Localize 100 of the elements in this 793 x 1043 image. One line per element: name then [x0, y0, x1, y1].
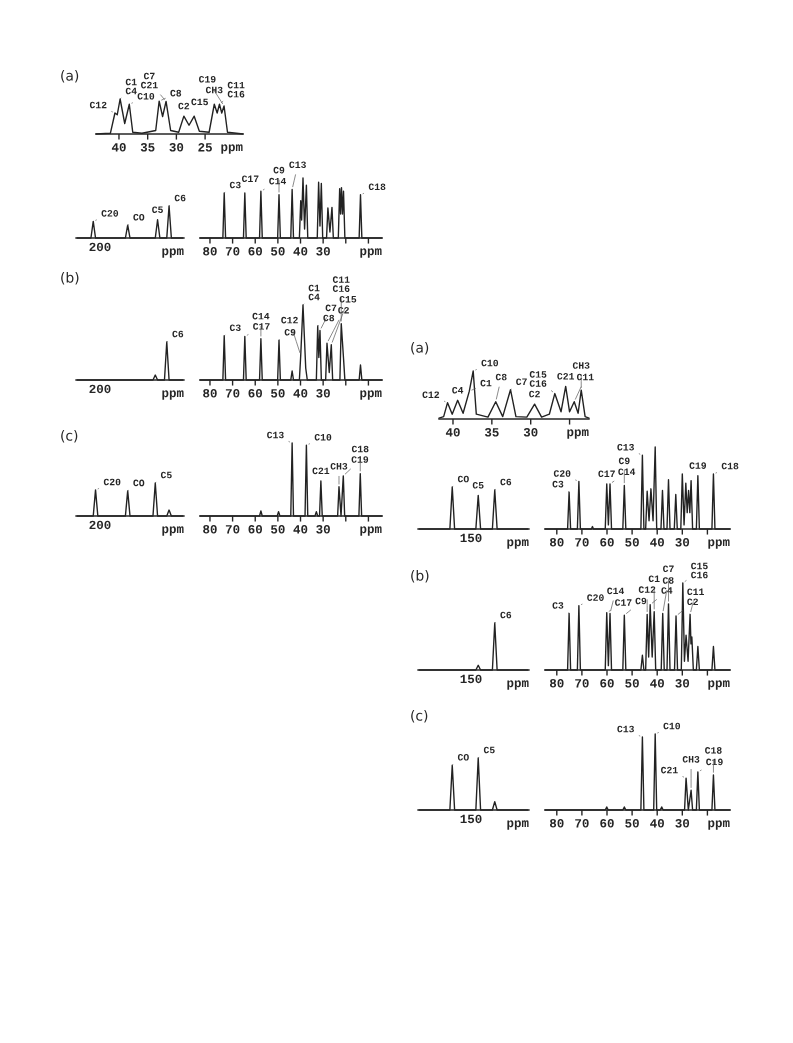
x-tick-label: 40: [293, 525, 308, 534]
x-axis-title: ppm: [507, 820, 529, 830]
x-tick-label: 60: [248, 247, 263, 256]
annotation: C10: [137, 92, 155, 100]
annotation: CH3: [330, 463, 348, 470]
x-tick-label: 30: [523, 428, 538, 437]
annotation: C3: [229, 181, 241, 189]
annotation: C12: [422, 391, 440, 398]
chart-title: (c): [411, 710, 428, 723]
x-tick-label: 80: [549, 679, 564, 688]
x-tick-label: 70: [575, 538, 589, 547]
text: CO: [457, 475, 469, 483]
x-tick-label: 70: [225, 389, 240, 398]
x-tick-label: 50: [271, 525, 285, 534]
text: 200: [89, 384, 111, 394]
x-tick-label: 60: [248, 389, 263, 398]
x-axis-title: ppm: [708, 680, 730, 690]
x-axis-title: ppm: [567, 429, 589, 439]
x-tick-label: 35: [484, 428, 499, 437]
annotation: C8: [170, 89, 182, 97]
annotation: C2: [529, 390, 540, 398]
x-tick-label: 60: [248, 525, 263, 534]
annotation: C14: [618, 468, 636, 476]
x-tick-label: 50: [625, 819, 639, 828]
x-tick-label: 80: [549, 819, 564, 828]
annotation: C1: [480, 379, 492, 387]
annotation: C14: [607, 587, 625, 595]
chart-title: (c): [61, 430, 78, 443]
annotation: C4: [661, 587, 673, 594]
annotation: C3: [552, 602, 564, 609]
annotation: C10: [663, 722, 681, 730]
annotation: C9: [618, 457, 630, 465]
text: 200: [89, 242, 111, 252]
annotation: C14: [252, 312, 270, 320]
annotation: C11 C16: [227, 81, 245, 98]
annotation: C4: [452, 386, 464, 394]
x-tick-label: 35: [140, 143, 155, 152]
annotation: C13: [267, 431, 284, 439]
annotation: C7 C21: [141, 72, 158, 89]
x-axis-title: ppm: [507, 680, 529, 690]
x-tick-label: 40: [445, 428, 460, 437]
annotation: CO: [457, 753, 469, 761]
annotation: CO: [133, 479, 145, 487]
annotation: C17: [598, 470, 615, 478]
annotation: C19: [199, 75, 216, 83]
annotation: C3: [229, 324, 241, 332]
annotation: C20: [587, 594, 604, 601]
chart-title: (a): [411, 342, 429, 355]
x-tick-label: 50: [271, 389, 285, 398]
annotation: C18: [368, 183, 386, 191]
x-tick-label: 80: [203, 389, 217, 398]
text: 150: [460, 814, 482, 824]
x-tick-label: 60: [600, 538, 614, 547]
annotation: C21: [661, 766, 678, 774]
annotation: C2: [687, 598, 698, 606]
annotation: C12: [89, 101, 107, 109]
x-tick-label: 30: [675, 819, 690, 828]
annotation: C1 C4: [125, 78, 137, 95]
annotation: C15 C16: [691, 562, 708, 579]
annotation: C20: [101, 210, 119, 217]
chart-title: (a): [61, 70, 79, 83]
annotation: C20: [103, 478, 121, 486]
x-tick-label: 60: [600, 679, 614, 688]
x-tick-label: 30: [316, 525, 330, 534]
annotation: C19: [351, 456, 369, 463]
x-axis-title: ppm: [162, 390, 184, 400]
annotation: C11: [576, 373, 594, 381]
x-tick-label: 70: [225, 525, 240, 534]
x-tick-label: 50: [271, 247, 285, 256]
annotation: C5: [472, 482, 484, 489]
annotation: C19: [706, 758, 723, 766]
annotation: C18: [351, 445, 369, 453]
x-tick-label: 80: [203, 247, 217, 256]
chart-title: (b): [61, 272, 79, 285]
x-axis-title: ppm: [360, 248, 382, 258]
annotation: C17: [253, 323, 270, 330]
x-tick-label: 40: [650, 679, 664, 688]
x-axis-title: ppm: [162, 526, 184, 536]
x-tick-label: 40: [650, 538, 664, 547]
x-tick-label: 30: [169, 143, 184, 152]
text: C5: [483, 746, 495, 754]
x-tick-label: 50: [625, 679, 639, 688]
annotation: CO: [133, 213, 145, 221]
annotation: CH3: [572, 362, 590, 369]
x-tick-label: 80: [549, 538, 564, 547]
annotation: C1: [648, 575, 660, 583]
x-tick-label: 40: [293, 247, 308, 256]
annotation: C9: [284, 328, 296, 336]
annotation: C11 C16: [332, 276, 350, 292]
annotation: C21: [557, 372, 575, 380]
annotation: C13: [289, 161, 306, 169]
annotation: C2: [178, 102, 190, 110]
annotation: C14: [269, 177, 287, 185]
annotation: C12: [638, 586, 656, 593]
text: C6: [174, 194, 186, 202]
annotation: C7: [325, 304, 337, 312]
x-tick-label: 70: [575, 679, 589, 688]
x-tick-label: 50: [625, 538, 639, 547]
annotation: C7: [516, 378, 527, 386]
annotation: C17: [615, 599, 632, 606]
